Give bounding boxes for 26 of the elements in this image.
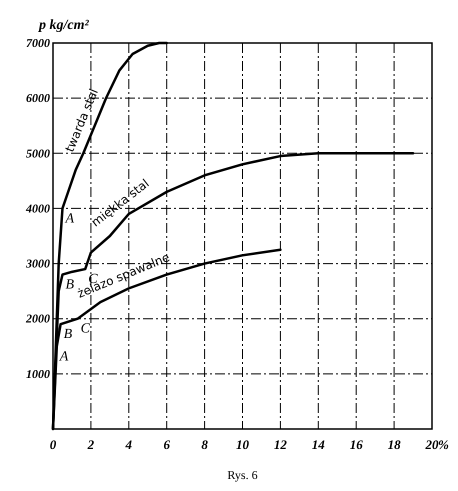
- text: Rys. 6: [227, 468, 258, 482]
- x-tick-label: 14: [312, 437, 326, 452]
- x-tick-label: 8: [201, 437, 208, 452]
- x-tick-label: 0: [50, 437, 57, 452]
- x-tick-label: 2: [86, 437, 95, 452]
- y-tick-label: 5000: [26, 146, 50, 160]
- y-tick-label: 7000: [26, 36, 50, 50]
- annotation: A: [58, 349, 69, 364]
- x-tick-label: 20: [424, 437, 439, 452]
- annotation: A: [64, 211, 74, 226]
- x-tick-label: 12: [274, 437, 288, 452]
- annotation: B: [64, 327, 73, 342]
- y-axis-title: p kg/cm²: [38, 18, 90, 33]
- x-tick-label: 4: [124, 437, 133, 452]
- x-tick-label: 16: [350, 437, 364, 452]
- x-tick-label: 6: [163, 437, 170, 452]
- annotation: B: [65, 278, 74, 293]
- annotation: C: [80, 322, 91, 337]
- y-tick-label: 6000: [26, 91, 50, 106]
- x-axis-title: %: [438, 437, 449, 452]
- x-tick-label: 10: [236, 437, 250, 452]
- y-tick-label: 3000: [25, 256, 50, 271]
- y-tick-label: 1000: [26, 366, 50, 381]
- y-tick-label: 4000: [25, 201, 50, 216]
- x-tick-label: 18: [388, 437, 402, 452]
- y-tick-label: 2000: [25, 312, 50, 326]
